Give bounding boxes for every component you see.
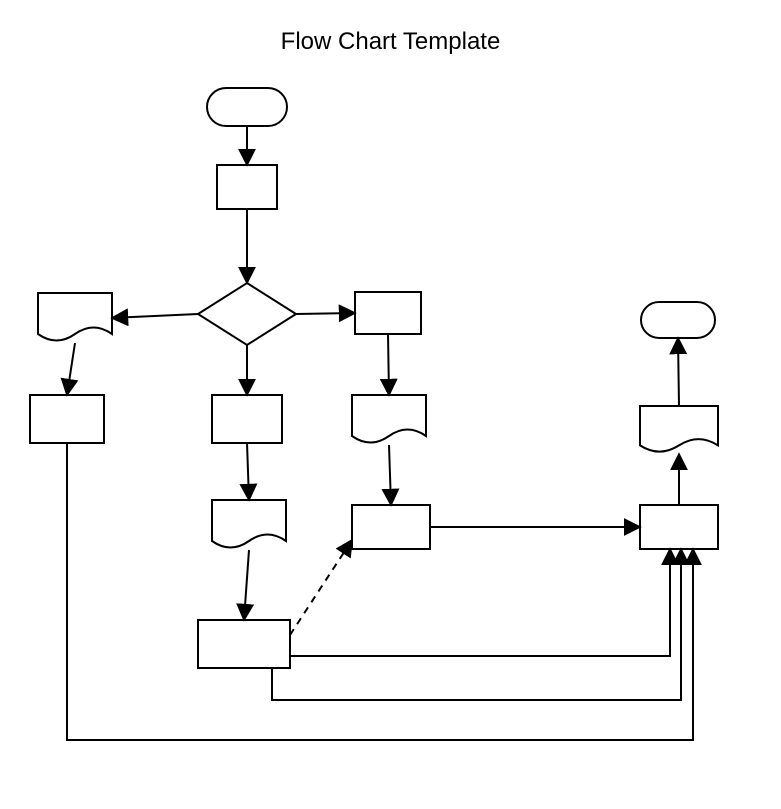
- node-p1: [217, 165, 277, 209]
- edge-docM3-pM4: [244, 550, 249, 620]
- edge-docL1-pL2: [67, 343, 75, 395]
- node-dec: [198, 283, 296, 345]
- edge-pM4-pFR: [290, 549, 670, 656]
- node-pM4: [198, 620, 290, 668]
- node-start: [207, 88, 287, 126]
- edge-docFR-end: [678, 338, 679, 406]
- node-pR3: [352, 505, 430, 549]
- edge-pM4-pR3: [290, 540, 352, 635]
- node-pR1: [355, 292, 421, 334]
- edge-pM4-pFR: [272, 549, 681, 700]
- edge-dec-docL1: [112, 314, 198, 318]
- edge-pL2-pFR: [67, 443, 693, 740]
- node-pM2: [212, 395, 282, 443]
- edge-docR2-pR3: [389, 445, 391, 505]
- node-end: [641, 302, 715, 338]
- edge-dec-pR1: [296, 313, 355, 314]
- node-pL2: [30, 395, 104, 443]
- edge-pM2-docM3: [247, 443, 249, 500]
- node-pFR: [640, 505, 718, 549]
- flowchart-canvas: Flow Chart Template: [0, 0, 781, 809]
- node-docFR: [640, 406, 718, 452]
- flowchart-svg: [0, 0, 781, 809]
- node-docM3: [212, 500, 286, 548]
- node-docL1: [38, 293, 112, 341]
- edge-pR1-docR2: [388, 334, 389, 395]
- node-docR2: [352, 395, 426, 443]
